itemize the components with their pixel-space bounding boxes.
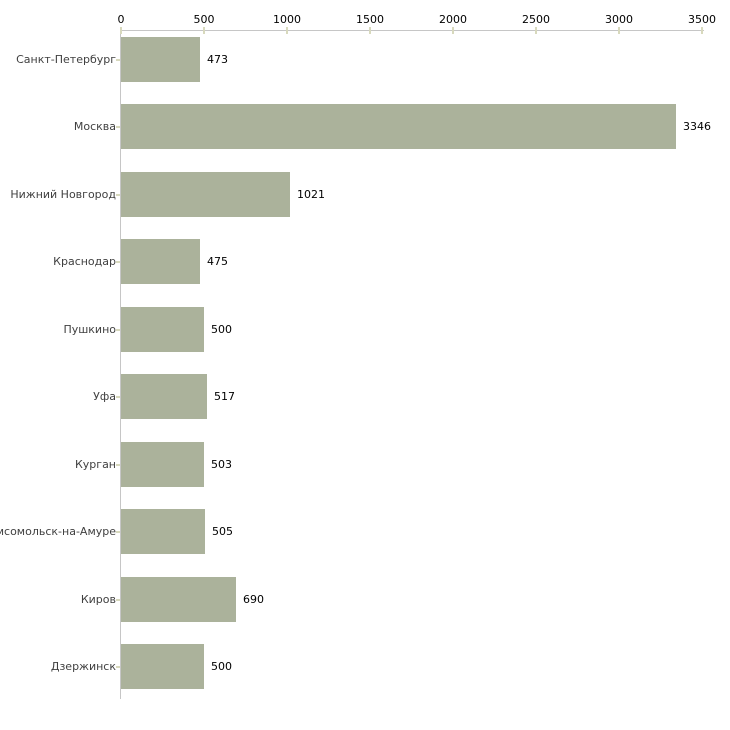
bar [121,104,676,149]
y-tick-mark [116,329,120,331]
category-label: Пушкино [63,323,116,336]
x-tick-mark [120,27,122,34]
bar [121,239,200,284]
bar [121,644,204,689]
category-label: Краснодар [53,255,116,268]
x-tick-label: 2500 [522,13,550,26]
y-tick-mark [116,599,120,601]
bar [121,37,200,82]
x-tick-label: 500 [193,13,215,26]
x-tick-mark [203,27,205,34]
x-tick-mark [618,27,620,34]
x-tick-label: 1000 [273,13,301,26]
value-label: 3346 [683,120,711,133]
y-tick-mark [116,59,120,61]
bar [121,307,204,352]
x-tick-mark [369,27,371,34]
y-tick-mark [116,464,120,466]
y-axis-line [120,30,121,699]
value-label: 503 [211,458,232,471]
x-tick-mark [535,27,537,34]
value-label: 500 [211,660,232,673]
y-tick-mark [116,194,120,196]
y-tick-mark [116,666,120,668]
value-label: 475 [207,255,228,268]
category-label: Киров [80,593,116,606]
bar [121,442,204,487]
category-label: Москва [73,120,116,133]
value-label: 473 [207,53,228,66]
value-label: 1021 [297,188,325,201]
x-tick-mark [701,27,703,34]
category-label: Дзержинск [50,660,116,673]
bar [121,374,207,419]
value-label: 505 [212,525,233,538]
value-label: 500 [211,323,232,336]
bar [121,509,205,554]
y-tick-mark [116,396,120,398]
category-label: Санкт-Петербург [16,53,116,66]
category-label: Нижний Новгород [10,188,116,201]
x-tick-label: 3000 [605,13,633,26]
x-axis-line [120,30,704,31]
value-label: 690 [243,593,264,606]
y-tick-mark [116,531,120,533]
x-tick-mark [286,27,288,34]
x-tick-label: 3500 [688,13,716,26]
x-tick-label: 0 [117,13,125,26]
y-tick-mark [116,126,120,128]
bar [121,577,236,622]
x-tick-label: 2000 [439,13,467,26]
x-tick-label: 1500 [356,13,384,26]
x-tick-mark [452,27,454,34]
value-label: 517 [214,390,235,403]
bar [121,172,290,217]
y-tick-mark [116,261,120,263]
category-label: мсомольск-на-Амуре [0,525,116,538]
category-label: Курган [74,458,116,471]
category-label: Уфа [93,390,116,403]
